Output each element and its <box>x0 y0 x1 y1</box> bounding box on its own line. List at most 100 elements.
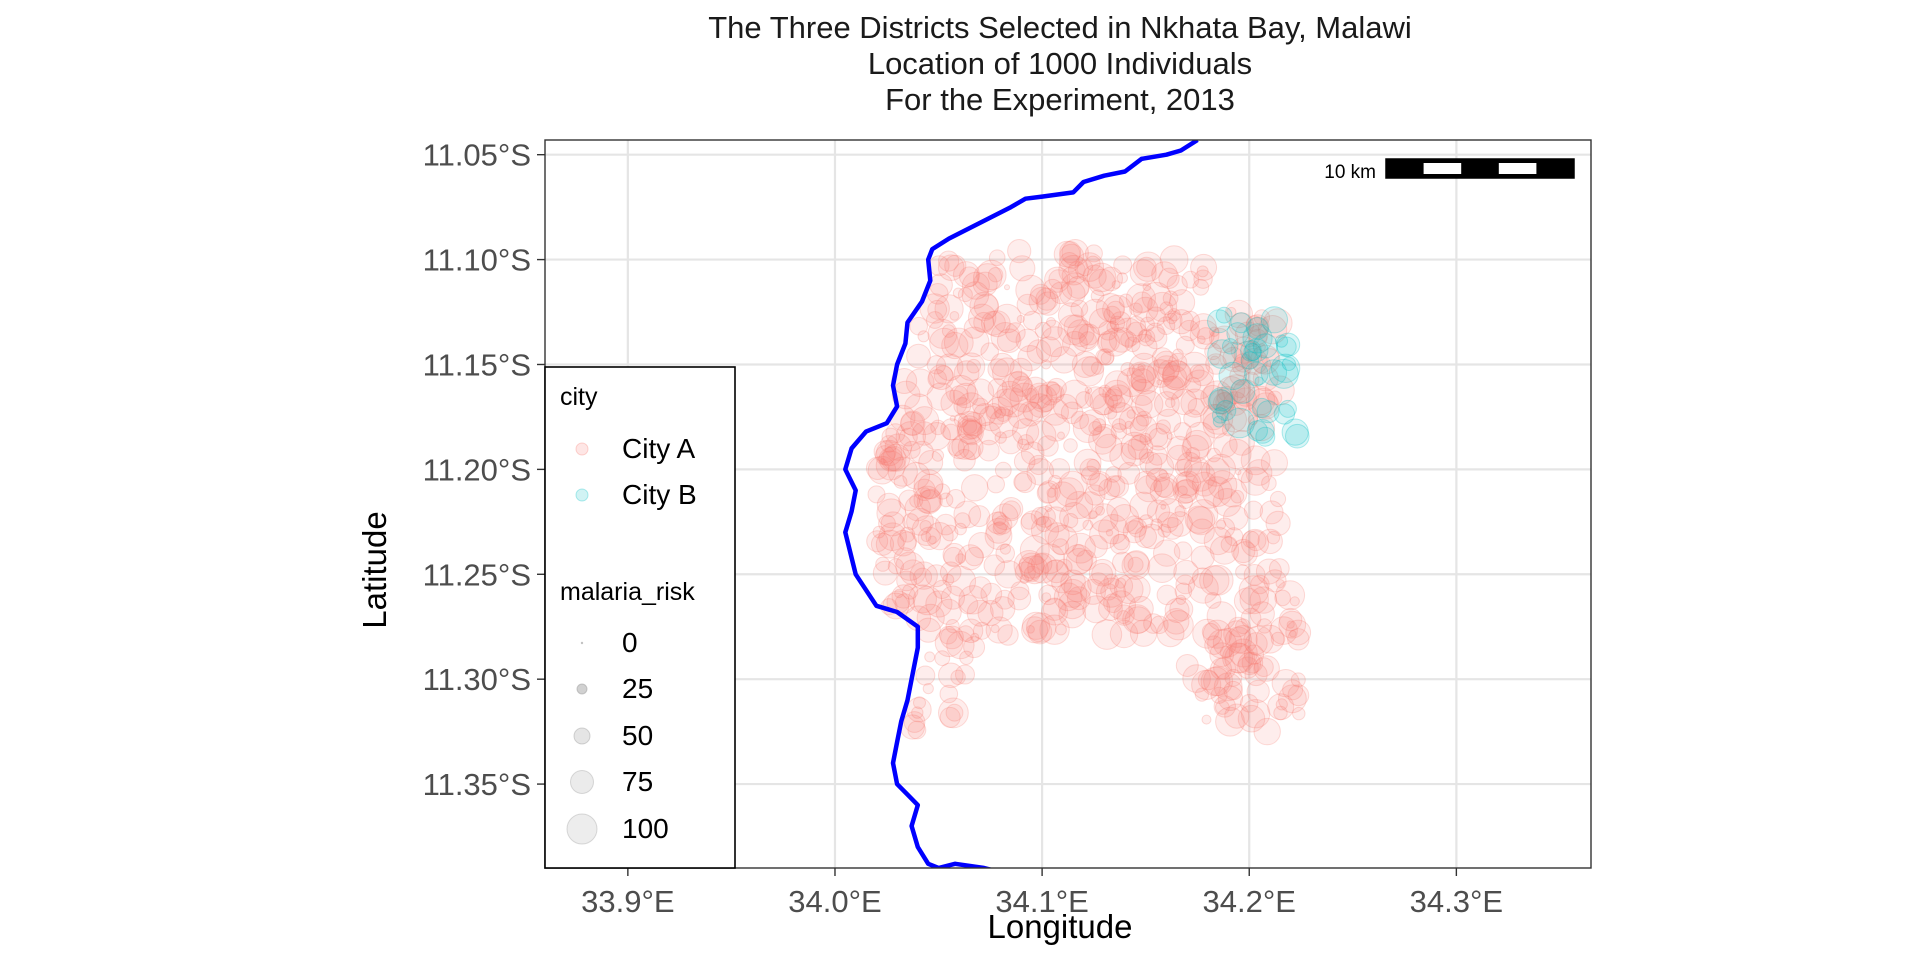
point-city-a <box>1095 433 1123 462</box>
point-city-a <box>916 489 942 515</box>
point-city-a <box>941 524 959 542</box>
point-city-a <box>910 440 934 465</box>
point-city-a <box>1224 299 1254 329</box>
point-city-b <box>1224 407 1255 439</box>
y-tick-label: 11.05°S <box>423 138 531 173</box>
chart-title-line-1: The Three Districts Selected in Nkhata B… <box>708 10 1412 45</box>
point-city-a <box>1210 325 1239 354</box>
point-city-a <box>992 521 1007 536</box>
point-city-a <box>1126 361 1157 392</box>
point-city-a <box>966 599 994 627</box>
point-city-a <box>1248 324 1269 346</box>
point-city-a <box>905 368 935 398</box>
point-city-a <box>1036 336 1063 363</box>
point-city-a <box>1145 322 1165 342</box>
scale-bar-label: 10 km <box>1324 162 1376 183</box>
point-city-a <box>1289 630 1297 638</box>
point-city-a <box>1046 487 1057 498</box>
point-city-a <box>1175 335 1195 355</box>
point-city-a <box>1016 438 1030 452</box>
point-city-a <box>1065 532 1096 564</box>
point-city-a <box>1128 352 1160 384</box>
point-city-a <box>878 522 907 552</box>
point-city-b <box>1244 361 1269 387</box>
point-city-a <box>940 389 968 417</box>
point-city-a <box>938 492 954 508</box>
point-city-a <box>1268 558 1290 579</box>
point-city-a <box>961 271 990 300</box>
point-city-a <box>937 254 965 282</box>
point-city-a <box>942 423 960 441</box>
point-city-a <box>1245 530 1267 552</box>
point-city-a <box>1201 622 1220 641</box>
point-city-a <box>998 429 1024 455</box>
point-city-a <box>1013 472 1033 492</box>
point-city-b <box>1255 426 1276 447</box>
point-city-a <box>1196 265 1209 278</box>
point-city-a <box>1129 619 1158 647</box>
point-city-a <box>1233 340 1263 370</box>
point-city-a <box>1036 291 1061 316</box>
point-city-a <box>988 249 1006 267</box>
point-city-a <box>1235 618 1251 635</box>
point-city-a <box>1260 449 1289 477</box>
point-city-a <box>968 532 995 559</box>
point-city-a <box>1136 410 1152 427</box>
point-city-a <box>1042 506 1070 533</box>
point-city-a <box>985 616 1013 644</box>
point-city-a <box>1227 401 1259 432</box>
point-city-a <box>1005 322 1026 343</box>
point-city-a <box>958 618 984 644</box>
point-city-a <box>1040 326 1071 358</box>
point-city-a <box>1124 420 1134 430</box>
point-city-a <box>1074 252 1105 282</box>
y-tick-label: 11.20°S <box>423 452 531 487</box>
point-city-a <box>922 422 951 451</box>
point-city-a <box>953 413 969 428</box>
point-city-a <box>1044 504 1053 513</box>
point-city-a <box>1160 517 1184 540</box>
point-city-a <box>1160 503 1167 510</box>
point-city-a <box>893 547 917 571</box>
point-city-a <box>972 397 989 415</box>
point-city-a <box>1130 365 1160 395</box>
point-city-a <box>1017 434 1034 451</box>
point-city-a <box>1254 657 1274 677</box>
point-city-a <box>1189 364 1205 380</box>
point-city-a <box>1031 553 1053 575</box>
point-city-a <box>1128 595 1154 622</box>
point-city-a <box>1065 491 1094 519</box>
point-city-a <box>1173 422 1192 441</box>
point-city-a <box>1248 328 1268 348</box>
point-city-a <box>953 500 982 529</box>
point-city-a <box>1236 656 1259 679</box>
point-city-b <box>1218 361 1247 391</box>
point-city-a <box>993 515 1013 535</box>
point-city-a <box>1041 319 1063 341</box>
point-city-a <box>1030 516 1060 545</box>
legend-city-b-key <box>575 488 589 502</box>
point-city-a <box>1183 409 1202 428</box>
point-city-a <box>1063 438 1078 453</box>
point-city-a <box>1209 327 1231 350</box>
point-city-a <box>1095 505 1105 516</box>
point-city-a <box>961 281 990 309</box>
point-city-a <box>1190 253 1218 281</box>
point-city-a <box>990 596 1016 622</box>
chart-title-line-3: For the Experiment, 2013 <box>885 82 1235 117</box>
point-city-a <box>1252 392 1280 420</box>
point-city-a <box>1179 351 1210 383</box>
point-city-a <box>1257 315 1288 345</box>
point-city-a <box>1048 458 1071 480</box>
point-city-a <box>1185 421 1215 451</box>
point-city-a <box>1124 336 1141 353</box>
point-city-a <box>1067 261 1086 279</box>
point-city-a <box>1152 355 1181 383</box>
point-city-a <box>1216 386 1239 408</box>
point-city-a <box>915 665 936 686</box>
point-city-a <box>1205 353 1227 375</box>
point-city-a <box>1050 346 1078 374</box>
point-city-a <box>949 311 960 321</box>
point-city-a <box>935 353 964 382</box>
legend: city City A City B malaria_risk 0 25 50 … <box>544 366 736 869</box>
